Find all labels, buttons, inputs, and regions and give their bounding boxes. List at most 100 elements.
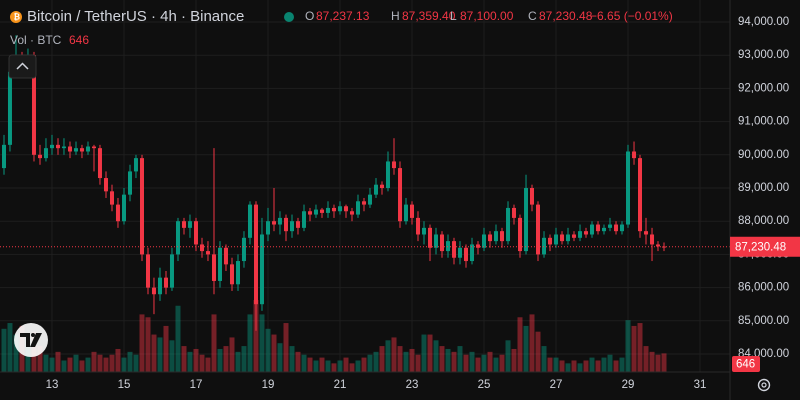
- candle-body: [295, 221, 300, 228]
- candle-body: [223, 247, 228, 265]
- volume-bar: [175, 305, 181, 372]
- candle-body: [511, 207, 516, 218]
- candle-body: [326, 207, 331, 213]
- candle-body: [43, 148, 48, 159]
- candle-body: [97, 148, 102, 179]
- volume-bar: [103, 357, 109, 372]
- volume-bar: [385, 340, 391, 372]
- candle-body: [337, 206, 342, 212]
- candle-body: [254, 204, 259, 305]
- volume-bar: [661, 353, 667, 372]
- volume-bar: [157, 337, 163, 372]
- y-tick-label: 85,000.00: [738, 315, 789, 327]
- logo[interactable]: [14, 323, 48, 357]
- volume-bar: [145, 317, 151, 372]
- candle-body: [619, 224, 624, 232]
- volume-bar: [415, 354, 421, 372]
- volume-bar: [271, 334, 277, 372]
- volume-bar: [547, 357, 553, 372]
- volume-bar: [505, 340, 511, 372]
- candle-body: [115, 204, 120, 222]
- candle-body: [572, 234, 577, 238]
- volume-bar: [265, 328, 271, 372]
- ohlc-key: C: [528, 9, 537, 23]
- volume-bar: [481, 354, 487, 372]
- candle-body: [428, 227, 433, 248]
- candle-body: [457, 247, 462, 258]
- candle-body: [157, 277, 162, 295]
- candle-body: [205, 251, 210, 255]
- candle-body: [578, 231, 583, 238]
- candle-body: [164, 277, 169, 288]
- candle-body: [169, 254, 174, 288]
- candle-body: [655, 244, 660, 247]
- x-tick-label: 23: [406, 379, 419, 391]
- y-tick-label: 91,000.00: [738, 116, 789, 128]
- x-tick-label: 13: [46, 379, 59, 391]
- volume-bar: [211, 314, 217, 372]
- candle-body: [7, 71, 12, 145]
- candle-body: [67, 146, 72, 152]
- collapse-button[interactable]: [8, 54, 37, 79]
- ohlc-key: L: [450, 9, 457, 23]
- volume-layer: [1, 300, 667, 372]
- candle-body: [421, 227, 426, 235]
- candle-body: [380, 184, 385, 189]
- candle-body: [650, 234, 655, 245]
- volume-bar: [301, 354, 307, 372]
- volume-bar: [181, 346, 187, 372]
- volume-bar: [7, 323, 13, 372]
- candle-body: [283, 217, 288, 232]
- ohlc-key: H: [391, 9, 400, 23]
- candle-body: [133, 158, 138, 172]
- volume-bar: [379, 346, 385, 372]
- candle-body: [128, 171, 133, 195]
- volume-bar: [619, 357, 625, 372]
- volume-bar: [73, 354, 79, 372]
- volume-bar: [613, 360, 619, 372]
- candle-body: [121, 194, 126, 222]
- candle-body: [175, 221, 180, 255]
- candle-body: [277, 217, 282, 225]
- candle-body: [139, 158, 144, 255]
- volume-bar: [355, 360, 361, 372]
- candle-body: [488, 234, 493, 242]
- volume-bar: [577, 363, 583, 372]
- plot-layer: [0, 35, 730, 331]
- candle-body: [187, 221, 192, 228]
- volume-bar: [631, 325, 637, 372]
- ohlc-value: 87,230.48: [539, 9, 593, 23]
- volume-bar: [289, 346, 295, 372]
- candle-body: [565, 234, 570, 242]
- candle-body: [493, 231, 498, 242]
- candle-body: [85, 146, 90, 152]
- volume-bar: [109, 354, 115, 372]
- last-price-box: [730, 236, 800, 257]
- volume-bar: [559, 360, 565, 372]
- volume-bar: [337, 360, 343, 372]
- x-tick-label: 29: [622, 379, 635, 391]
- volume-bar: [439, 346, 445, 372]
- candle-body: [31, 55, 36, 155]
- volume-bar: [589, 357, 595, 372]
- candle-body: [583, 231, 588, 235]
- volume-bar: [79, 360, 85, 372]
- candle-body: [542, 237, 547, 255]
- candle-body: [103, 178, 108, 192]
- volume-bar: [241, 346, 247, 372]
- volume-bar: [295, 351, 301, 372]
- candle-body: [644, 231, 649, 235]
- volume-bar: [235, 351, 241, 372]
- settings-button[interactable]: [757, 378, 771, 392]
- candle-body: [37, 154, 42, 159]
- y-tick-label: 93,000.00: [738, 49, 789, 61]
- candle-body: [290, 221, 295, 232]
- candle-body: [200, 244, 205, 252]
- candle-body: [439, 234, 444, 252]
- candle-body: [614, 224, 619, 232]
- market-status-dot[interactable]: [284, 12, 294, 22]
- candle-body: [446, 241, 451, 252]
- candle-body: [55, 144, 60, 149]
- volume-bar: [643, 346, 649, 372]
